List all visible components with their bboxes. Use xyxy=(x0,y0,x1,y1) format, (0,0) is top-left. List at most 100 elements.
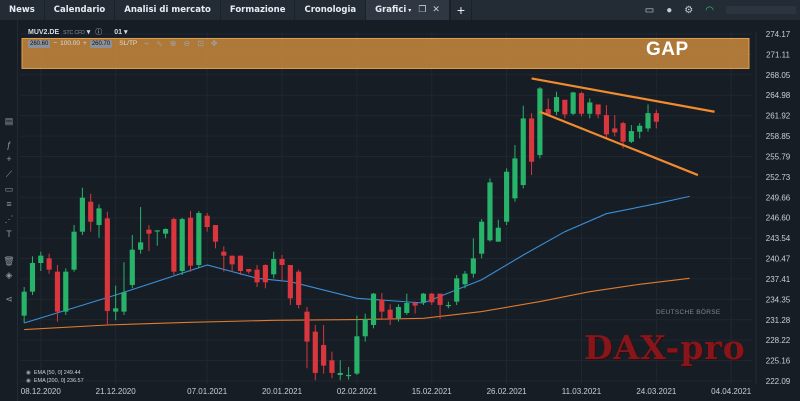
tab-news[interactable]: News xyxy=(0,0,45,20)
candle-body xyxy=(246,268,252,272)
tab-analisi-di-mercato[interactable]: Analisi di mercato xyxy=(115,0,221,20)
account-info[interactable] xyxy=(726,6,796,14)
zoom-in-icon[interactable]: ⊕ xyxy=(169,39,177,48)
x-tick-label: 21.12.2020 xyxy=(96,387,137,396)
eye-icon[interactable]: ◉ xyxy=(26,378,31,384)
panel-icon[interactable]: ▤ xyxy=(4,116,14,126)
candle-body xyxy=(279,259,285,266)
rectangle-tool-icon[interactable]: ▭ xyxy=(4,184,14,194)
volume-input[interactable]: 100.00 xyxy=(60,40,81,47)
candle-body xyxy=(470,258,476,274)
tab-grafici[interactable]: Grafici ▾ ❐ ✕ xyxy=(366,0,450,20)
eye-icon[interactable]: ◉ xyxy=(26,370,31,376)
tab-formazione[interactable]: Formazione xyxy=(221,0,296,20)
candle-body xyxy=(179,219,185,271)
candle-body xyxy=(321,344,327,366)
candle-body xyxy=(553,97,560,112)
candle-body xyxy=(362,318,368,337)
trash-icon[interactable]: 🗑 xyxy=(3,256,15,266)
candle-body xyxy=(578,93,585,114)
tab-calendario[interactable]: Calendario xyxy=(45,0,116,20)
ema200-legend[interactable]: ◉ EMA [200, 0] 236.57 xyxy=(26,378,84,384)
channel-tool-icon[interactable]: ≡ xyxy=(6,199,12,209)
move-icon[interactable]: ✥ xyxy=(210,39,218,48)
drawing-tools-sidebar: ▤ ƒ + ⟋ ▭ ≡ ⋰ T 🗑 ◈ ⋖ xyxy=(0,20,18,401)
volume-increase-button[interactable]: + xyxy=(83,40,87,47)
candle-body xyxy=(520,118,526,186)
x-tick-label: 15.02.2021 xyxy=(412,387,453,396)
x-tick-label: 08.12.2020 xyxy=(21,387,62,396)
fibonacci-tool-icon[interactable]: ⋰ xyxy=(4,214,14,224)
tab-cronologia[interactable]: Cronologia xyxy=(295,0,367,20)
candle-body xyxy=(113,308,119,312)
chevron-down-icon[interactable]: ▾ xyxy=(408,6,412,14)
candle-body xyxy=(304,311,310,342)
top-right-toolbar: ▭ ● ⚙ ◠ xyxy=(645,0,796,20)
candle-body xyxy=(171,219,177,272)
candle-body xyxy=(63,271,69,312)
x-tick-label: 04.04.2021 xyxy=(711,387,752,396)
timeframe-selector[interactable]: 01 xyxy=(114,29,123,36)
candle-body xyxy=(595,104,601,115)
share-icon[interactable]: ⋖ xyxy=(5,294,13,304)
sell-price-button[interactable]: 260.60 xyxy=(28,39,51,48)
info-icon[interactable]: ⓘ xyxy=(95,29,103,36)
candle-body xyxy=(104,218,110,311)
chart-type-icon[interactable]: ⌁ xyxy=(144,39,150,48)
ema50-legend[interactable]: ◉ EMA [50, 0] 249.44 xyxy=(26,370,81,376)
exchange-watermark: DEUTSCHE BÖRSE xyxy=(656,309,721,316)
y-tick-label: 258.85 xyxy=(766,132,791,141)
candle-body xyxy=(21,291,27,316)
candle-body xyxy=(437,293,443,305)
candle-body xyxy=(537,88,543,156)
y-tick-label: 246.60 xyxy=(766,214,791,223)
y-tick-label: 271.11 xyxy=(766,50,790,59)
candle-body xyxy=(587,102,593,114)
candle-body xyxy=(96,208,102,226)
y-tick-label: 274.17 xyxy=(766,30,791,39)
line-tool-icon[interactable]: ⟋ xyxy=(5,169,13,179)
x-tick-label: 20.01.2021 xyxy=(262,387,303,396)
layers-icon[interactable]: ◈ xyxy=(5,270,13,280)
candle-body xyxy=(420,293,427,303)
candle-body xyxy=(620,123,626,142)
y-tick-label: 268.05 xyxy=(766,71,791,80)
settings-icon[interactable]: ⚙ xyxy=(684,4,694,16)
candle-body xyxy=(129,249,135,285)
function-icon[interactable]: ƒ xyxy=(6,140,12,150)
candle-body xyxy=(562,99,568,115)
text-tool-icon[interactable]: T xyxy=(6,229,12,239)
chevron-down-icon[interactable]: ▾ xyxy=(122,29,128,36)
y-tick-label: 261.92 xyxy=(766,112,791,121)
gap-annotation: GAP xyxy=(646,39,689,60)
candle-body xyxy=(545,109,551,115)
chevron-down-icon[interactable]: ▾ xyxy=(84,29,91,36)
buy-price-button[interactable]: 260.70 xyxy=(89,39,113,48)
candle-body xyxy=(312,331,318,373)
y-tick-label: 225.16 xyxy=(766,357,791,366)
candle-body xyxy=(445,304,451,307)
add-tab-button[interactable]: + xyxy=(449,0,472,20)
window-icon[interactable]: ❐ xyxy=(418,5,427,15)
crosshair-icon[interactable]: + xyxy=(6,154,12,164)
close-icon[interactable]: ✕ xyxy=(432,5,440,15)
candle-body xyxy=(329,360,335,373)
candle-body xyxy=(379,299,385,312)
indicators-icon[interactable]: ∿ xyxy=(156,39,163,48)
sl-tp-button[interactable]: SL/TP xyxy=(119,40,138,47)
gap-zone xyxy=(21,37,750,69)
user-icon[interactable]: ● xyxy=(666,4,673,16)
wallet-icon[interactable]: ▭ xyxy=(644,4,655,16)
candle-body xyxy=(653,113,659,122)
trendline xyxy=(531,77,715,113)
candle-body xyxy=(645,113,651,129)
volume-decrease-button[interactable]: − xyxy=(53,40,58,47)
zoom-out-icon[interactable]: ⊖ xyxy=(183,39,191,48)
symbol-name[interactable]: MUV2.DE xyxy=(28,29,60,36)
candle-body xyxy=(570,92,576,114)
wifi-icon: ◠ xyxy=(705,4,714,16)
y-tick-label: 237.41 xyxy=(766,275,791,284)
x-tick-label: 26.02.2021 xyxy=(487,387,528,396)
lock-icon[interactable]: ⊡ xyxy=(197,39,204,48)
